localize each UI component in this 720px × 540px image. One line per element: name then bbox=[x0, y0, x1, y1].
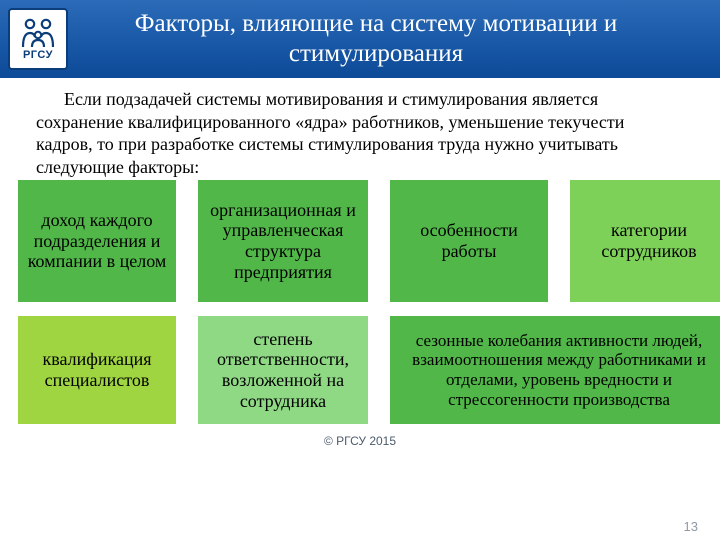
tile-org-structure: организационная и управленческая структу… bbox=[198, 180, 368, 302]
factors-grid: доход каждого подразделения и компании в… bbox=[0, 180, 720, 424]
tile-qualification: квалификация специалистов bbox=[18, 316, 176, 424]
slide-header: РГСУ Факторы, влияющие на систему мотива… bbox=[0, 0, 720, 78]
tile-responsibility: степень ответственности, возложенной на … bbox=[198, 316, 368, 424]
people-icon bbox=[20, 17, 56, 49]
page-number: 13 bbox=[684, 519, 698, 534]
tile-work-features: особенности работы bbox=[390, 180, 548, 302]
tile-employee-categories: категории сотрудников bbox=[570, 180, 720, 302]
logo: РГСУ bbox=[8, 8, 68, 70]
logo-label: РГСУ bbox=[23, 49, 53, 61]
intro-paragraph: Если подзадачей системы мотивирования и … bbox=[0, 78, 720, 186]
slide-title: Факторы, влияющие на систему мотивации и… bbox=[80, 9, 712, 69]
copyright: © РГСУ 2015 bbox=[0, 434, 720, 448]
tile-income: доход каждого подразделения и компании в… bbox=[18, 180, 176, 302]
tile-seasonal: сезонные колебания активности людей, вза… bbox=[390, 316, 720, 424]
